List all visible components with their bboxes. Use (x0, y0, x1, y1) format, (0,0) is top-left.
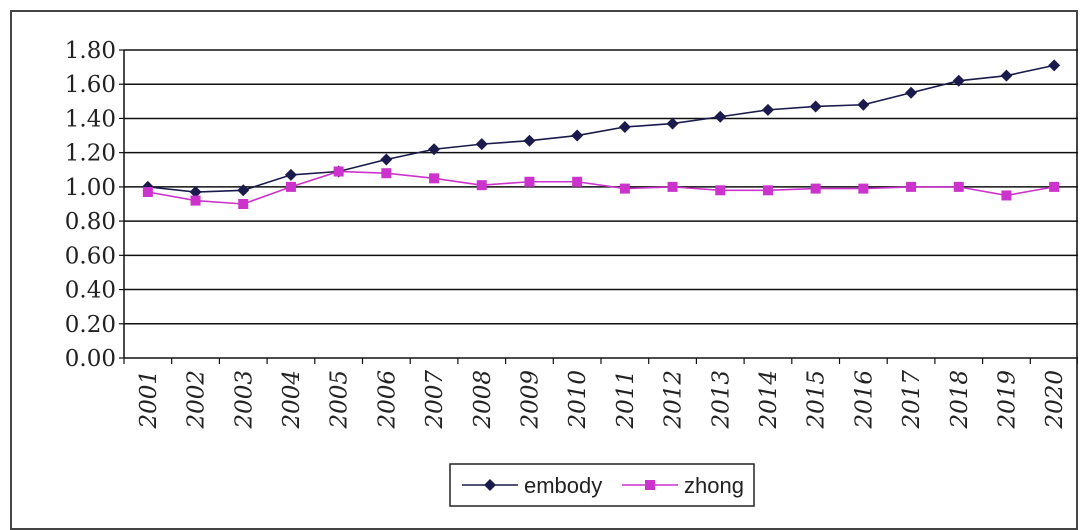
x-tick-label: 2005 (327, 370, 353, 430)
data-point-zhong (285, 181, 296, 192)
data-point-embody (571, 129, 584, 142)
data-point-zhong (906, 181, 917, 192)
y-tick-label: 0.20 (65, 312, 116, 338)
x-tick-label: 2019 (994, 370, 1020, 430)
x-tick-label: 2001 (136, 370, 162, 430)
x-tick-label: 2003 (231, 370, 257, 430)
data-point-embody (857, 98, 870, 111)
data-point-embody (905, 86, 918, 99)
data-point-embody (189, 186, 202, 199)
y-tick-label: 1.80 (65, 38, 116, 64)
gridlines (124, 49, 1078, 325)
data-point-zhong (238, 199, 249, 209)
data-point-embody (618, 121, 631, 133)
data-point-zhong (572, 176, 583, 187)
data-point-embody (666, 117, 679, 130)
x-tick-label: 2016 (851, 370, 877, 430)
y-tick-label: 0.60 (65, 243, 116, 269)
y-tick-label: 1.20 (65, 141, 116, 167)
x-tick-label: 2014 (756, 370, 782, 430)
y-tick-label: 1.60 (65, 72, 116, 98)
data-point-embody (428, 143, 441, 156)
data-point-zhong (667, 181, 678, 192)
data-point-embody (1000, 69, 1013, 82)
y-tick-label: 0.40 (65, 278, 116, 304)
x-tick-label: 2007 (422, 370, 448, 430)
x-tick-label: 2010 (565, 370, 591, 430)
y-tick-label: 1.40 (65, 106, 116, 132)
data-point-zhong (333, 166, 344, 177)
series-lines (141, 59, 1061, 209)
data-point-embody (475, 138, 488, 151)
data-point-embody (952, 74, 965, 87)
x-tick-label: 2006 (374, 370, 400, 430)
x-tick-label: 2012 (661, 370, 687, 430)
data-point-embody (380, 153, 393, 166)
data-point-embody (284, 168, 297, 181)
data-point-zhong (810, 183, 821, 194)
data-point-embody (1048, 59, 1061, 72)
x-tick-label: 2017 (899, 370, 925, 430)
legend-marker-embody (484, 479, 496, 491)
data-point-zhong (142, 187, 153, 198)
data-point-embody (237, 184, 250, 197)
data-point-zhong (715, 185, 726, 196)
chart-frame: 0.00 0.20 0.40 0.60 0.80 1.00 1.20 1.40 1.60 1.80… (10, 10, 1078, 530)
data-point-zhong (953, 181, 964, 192)
x-tick-label: 2004 (279, 370, 305, 430)
data-point-zhong (524, 176, 535, 187)
y-tick-label: 0.80 (65, 209, 116, 235)
x-tick-label: 2020 (1042, 370, 1068, 430)
legend-label-zhong: zhong (684, 473, 744, 498)
data-point-zhong (190, 195, 201, 206)
y-tick-label: 1.00 (65, 175, 116, 201)
x-tick-label: 2009 (517, 370, 543, 430)
data-point-zhong (1049, 181, 1060, 192)
x-tick-labels: 2001 2002 2003 2004 2005 2006 2007 2008 2009 2010… (136, 370, 1068, 430)
x-tick-label: 2018 (947, 370, 973, 430)
y-tick-label: 0.00 (65, 346, 116, 372)
data-point-embody (714, 110, 727, 123)
data-point-embody (809, 100, 822, 113)
series-line-zhong (147, 170, 1055, 205)
x-tick-label: 2013 (708, 370, 734, 430)
y-tick-labels: 0.00 0.20 0.40 0.60 0.80 1.00 1.20 1.40 1.60 1.80 (65, 38, 116, 372)
series-line-embody (147, 64, 1055, 193)
data-point-zhong (858, 183, 869, 194)
data-point-zhong (762, 185, 773, 196)
data-point-embody (761, 103, 774, 116)
data-point-zhong (476, 180, 487, 191)
data-point-zhong (381, 168, 392, 179)
line-chart: 0.00 0.20 0.40 0.60 0.80 1.00 1.20 1.40 1.60 1.80… (65, 38, 1078, 507)
data-point-zhong (619, 183, 630, 194)
data-point-embody (523, 134, 536, 147)
data-point-zhong (429, 173, 440, 184)
x-tick-label: 2011 (613, 370, 639, 430)
x-tick-label: 2008 (470, 370, 496, 430)
data-point-zhong (1001, 190, 1012, 201)
x-tick-label: 2002 (184, 370, 210, 430)
legend-marker-zhong (645, 480, 655, 490)
axes (119, 49, 1078, 364)
legend: embody zhong (449, 463, 755, 507)
legend-label-embody: embody (524, 473, 602, 498)
x-tick-label: 2015 (804, 370, 830, 430)
